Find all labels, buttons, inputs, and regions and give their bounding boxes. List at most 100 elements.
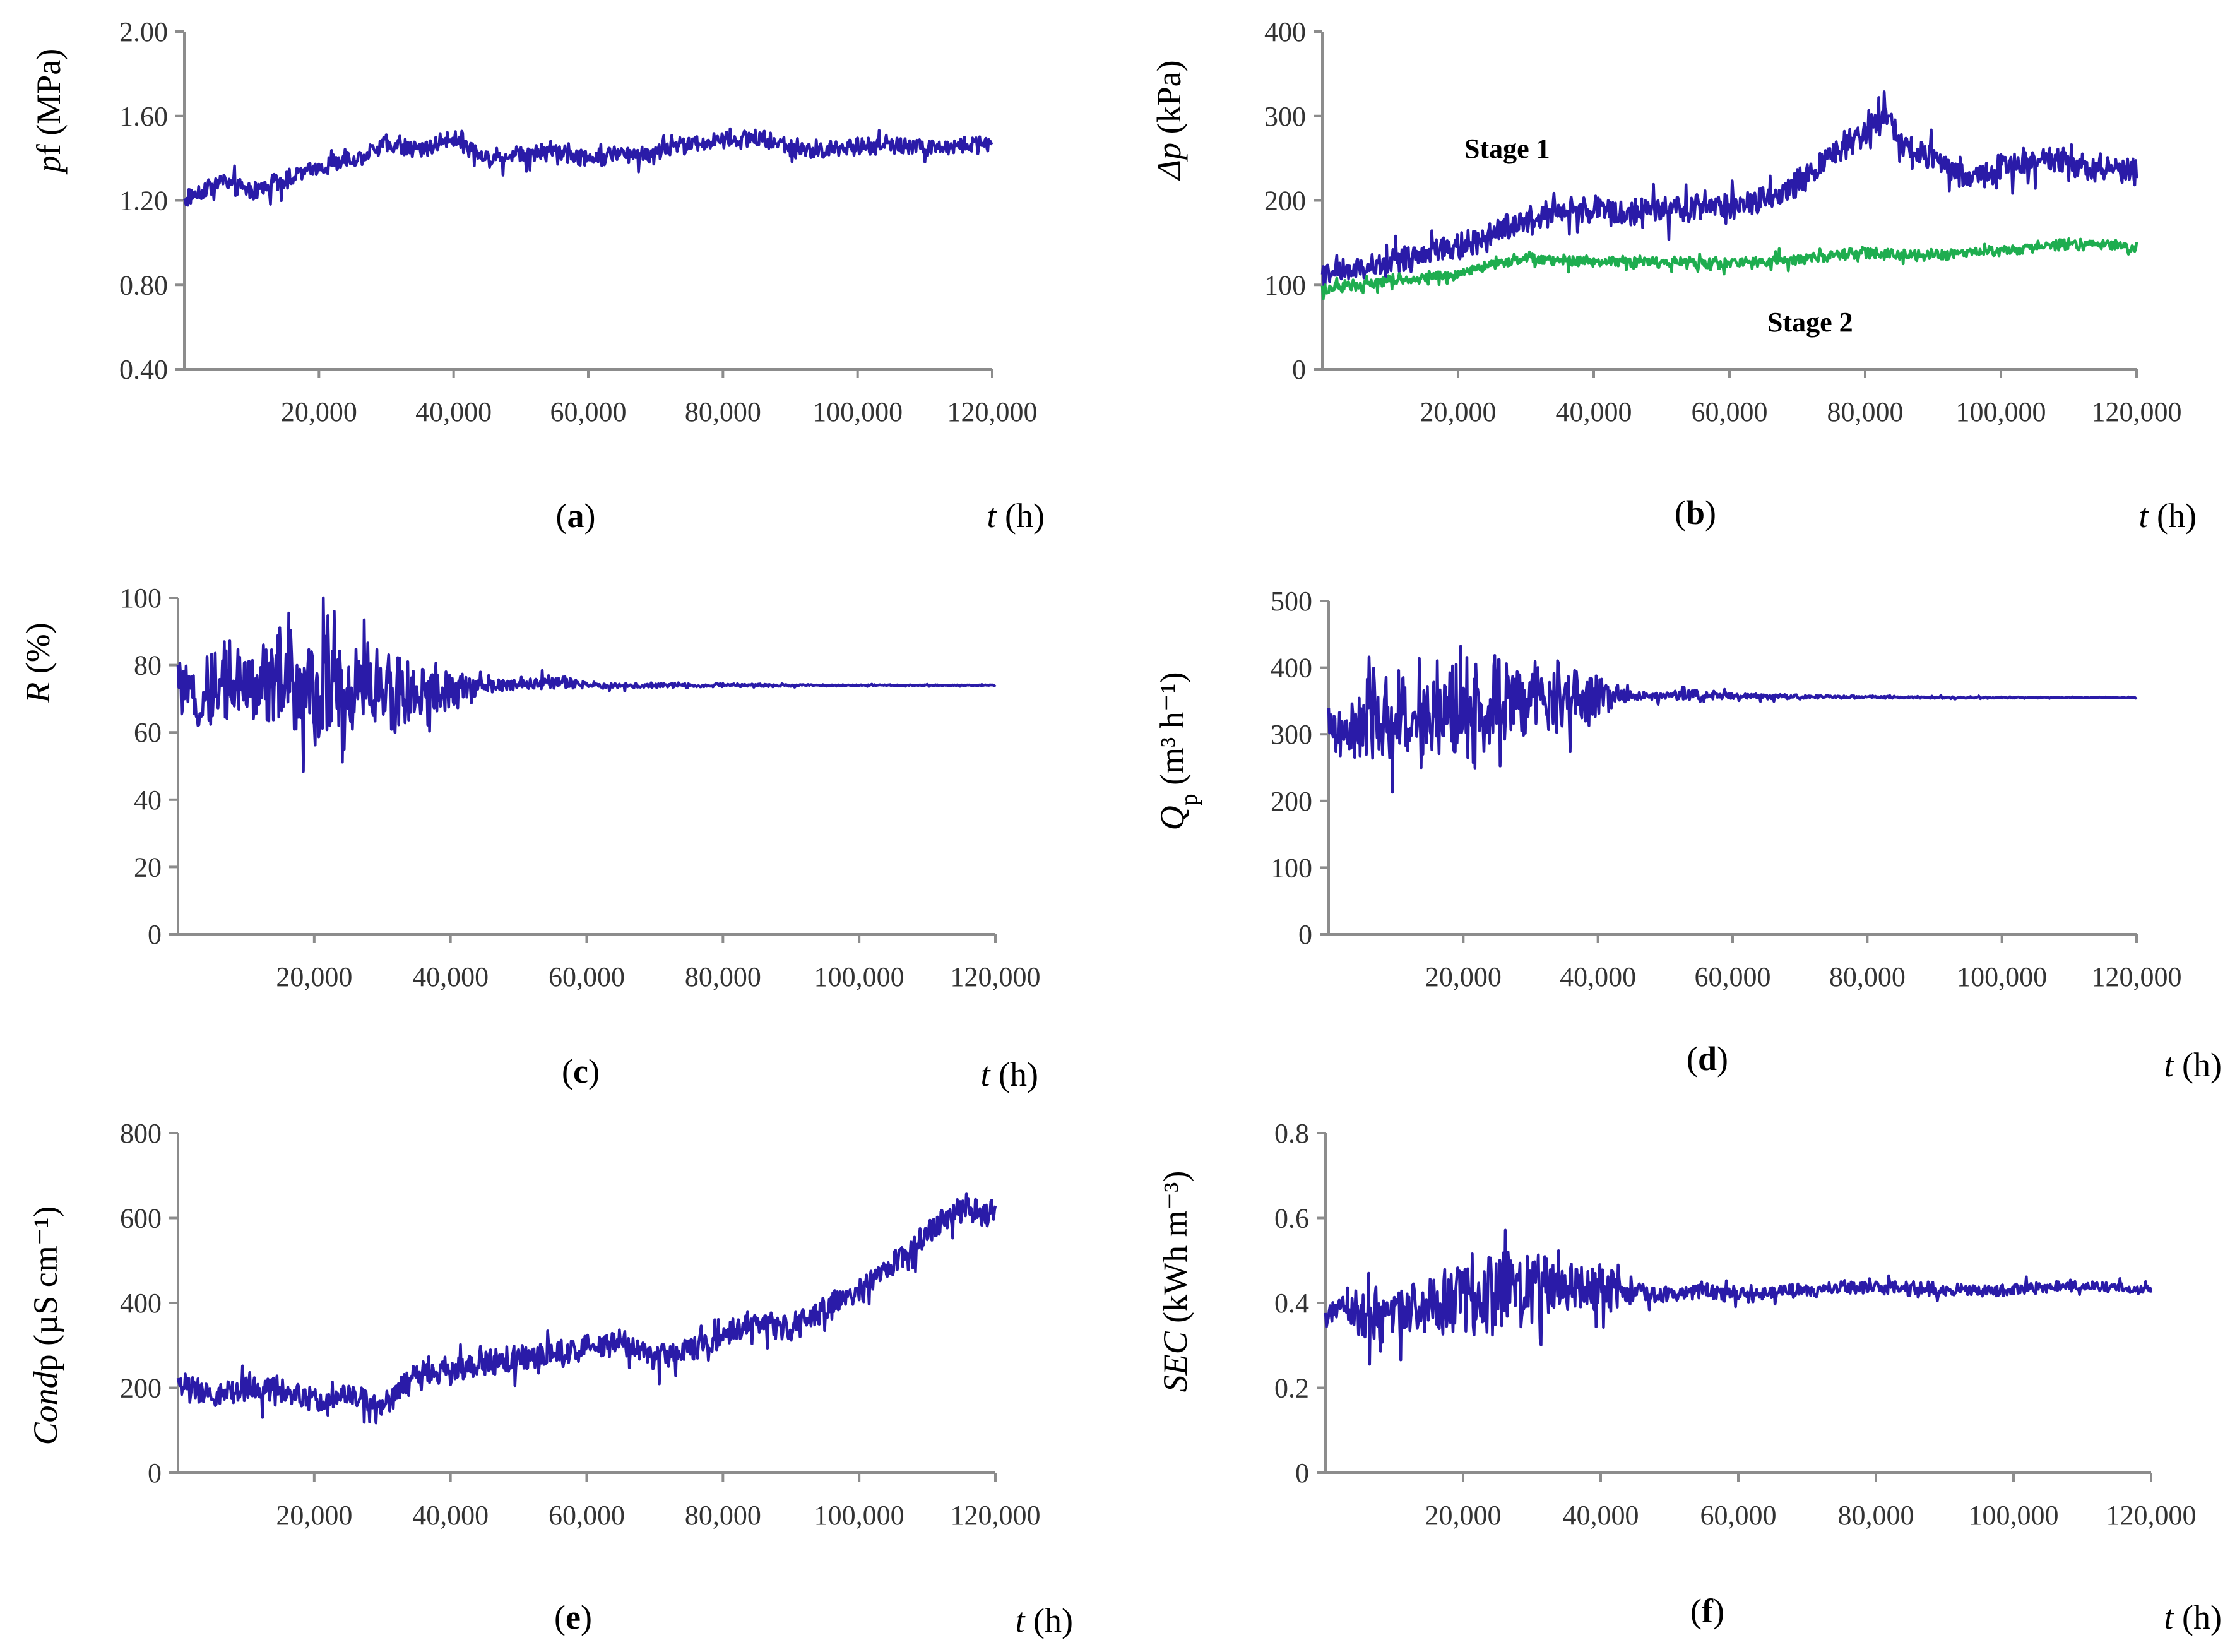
series-line-stage-2 bbox=[1320, 237, 2138, 301]
x-tick-label: 60,000 bbox=[1692, 396, 1768, 427]
x-tick-label: 20,000 bbox=[1425, 1500, 1502, 1531]
y-tick-label: 400 bbox=[120, 1288, 162, 1319]
caption-b: (b) bbox=[1675, 494, 1716, 532]
y-tick-label: 200 bbox=[120, 1373, 162, 1404]
panel-d: 500 400 300 200 100 0 20,000 40,000 60,000 80,000… bbox=[1153, 586, 2222, 1084]
y-tick-label: 400 bbox=[1271, 653, 1312, 684]
series-line-sec bbox=[1324, 1228, 2153, 1366]
x-tick-label: 120,000 bbox=[2092, 961, 2182, 992]
x-tick-label: 80,000 bbox=[1838, 1500, 1914, 1531]
y-tick-label: 300 bbox=[1271, 719, 1312, 750]
annotation-stage-1: Stage 1 bbox=[1464, 133, 1550, 164]
xlabel-a: t (h) bbox=[987, 497, 1045, 535]
plot-c: 100 80 60 40 20 0 20,000 40,000 60,000 80,000 100,… bbox=[120, 583, 1041, 992]
caption-a: (a) bbox=[556, 497, 596, 535]
x-tick-label: 80,000 bbox=[1829, 961, 1906, 992]
panel-f: 0.8 0.6 0.4 0.2 0 20,000 40,000 60,000 80,000 100… bbox=[1156, 1118, 2222, 1636]
x-tick-label: 120,000 bbox=[951, 961, 1041, 992]
x-tick-label: 20,000 bbox=[1420, 396, 1497, 427]
y-tick-label: 300 bbox=[1264, 101, 1306, 132]
x-tick-label: 40,000 bbox=[1556, 396, 1632, 427]
y-tick-label: 0.2 bbox=[1274, 1373, 1309, 1404]
y-tick-label: 0 bbox=[1295, 1458, 1309, 1489]
x-tick-label: 40,000 bbox=[1563, 1500, 1639, 1531]
caption-e: (e) bbox=[554, 1598, 592, 1636]
x-tick-label: 100,000 bbox=[1969, 1500, 2059, 1531]
plot-a: 2.00 1.60 1.20 0.80 0.40 20,000 40,000 60,000 80… bbox=[119, 16, 1038, 427]
x-tick-label: 100,000 bbox=[1957, 961, 2047, 992]
x-tick-label: 60,000 bbox=[549, 961, 625, 992]
panel-e: 800 600 400 200 0 20,000 40,000 60,000 80,000 100… bbox=[27, 1118, 1073, 1639]
xlabel-b: t (h) bbox=[2139, 497, 2197, 535]
y-tick-label: 1.20 bbox=[119, 186, 168, 217]
y-tick-label: 600 bbox=[120, 1203, 162, 1234]
ylabel-b: Δp (kPa) bbox=[1150, 60, 1188, 181]
y-tick-label: 0.4 bbox=[1274, 1288, 1309, 1319]
caption-d: (d) bbox=[1687, 1040, 1728, 1078]
x-tick-label: 40,000 bbox=[412, 1500, 489, 1531]
series-line-pf bbox=[182, 127, 993, 207]
caption-c: (c) bbox=[562, 1052, 600, 1090]
x-tick-label: 120,000 bbox=[947, 396, 1038, 427]
y-tick-label: 80 bbox=[134, 650, 162, 681]
x-tick-label: 40,000 bbox=[415, 396, 492, 427]
y-tick-label: 100 bbox=[120, 583, 162, 614]
annotation-stage-2: Stage 2 bbox=[1767, 307, 1853, 338]
x-tick-label: 100,000 bbox=[1956, 396, 2046, 427]
y-tick-label: 60 bbox=[134, 717, 162, 748]
y-tick-label: 400 bbox=[1264, 16, 1306, 47]
x-tick-label: 120,000 bbox=[2106, 1500, 2197, 1531]
panel-c: 100 80 60 40 20 0 20,000 40,000 60,000 80,000 100,… bbox=[19, 583, 1041, 1093]
y-tick-label: 20 bbox=[134, 852, 162, 882]
y-tick-label: 200 bbox=[1271, 786, 1312, 817]
x-tick-label: 40,000 bbox=[1560, 961, 1636, 992]
xlabel-f: t (h) bbox=[2164, 1598, 2222, 1636]
x-tick-label: 40,000 bbox=[412, 961, 489, 992]
y-tick-label: 0.6 bbox=[1274, 1203, 1309, 1234]
x-tick-label: 80,000 bbox=[685, 961, 761, 992]
x-tick-label: 20,000 bbox=[281, 396, 357, 427]
y-tick-label: 100 bbox=[1264, 270, 1306, 300]
ylabel-e: Condp (µS cm⁻¹) bbox=[27, 1206, 64, 1446]
x-tick-label: 100,000 bbox=[814, 961, 904, 992]
y-tick-label: 500 bbox=[1271, 586, 1312, 617]
plot-b: 400 300 200 100 0 20,000 40,000 60,000 80,000 100… bbox=[1264, 16, 2182, 427]
y-tick-label: 0.80 bbox=[119, 270, 168, 300]
x-tick-label: 60,000 bbox=[1700, 1500, 1777, 1531]
panel-b: 400 300 200 100 0 20,000 40,000 60,000 80,000 100… bbox=[1150, 16, 2197, 535]
x-tick-label: 80,000 bbox=[1827, 396, 1904, 427]
y-tick-label: 0 bbox=[148, 919, 162, 950]
x-tick-label: 120,000 bbox=[951, 1500, 1041, 1531]
x-tick-label: 100,000 bbox=[812, 396, 903, 427]
panel-a: 2.00 1.60 1.20 0.80 0.40 20,000 40,000 60,000 80… bbox=[30, 16, 1045, 535]
x-tick-label: 20,000 bbox=[276, 961, 352, 992]
series-line-condp bbox=[176, 1192, 997, 1425]
xlabel-d: t (h) bbox=[2164, 1046, 2222, 1084]
series-line-stage-1 bbox=[1320, 90, 2138, 292]
xlabel-c: t (h) bbox=[981, 1055, 1038, 1093]
plot-d: 500 400 300 200 100 0 20,000 40,000 60,000 80,000… bbox=[1271, 586, 2182, 992]
ylabel-f: SEC (kWh m⁻³) bbox=[1156, 1171, 1194, 1393]
y-tick-label: 0 bbox=[1292, 354, 1306, 385]
y-tick-label: 200 bbox=[1264, 186, 1306, 217]
x-tick-label: 100,000 bbox=[814, 1500, 904, 1531]
x-tick-label: 60,000 bbox=[549, 1500, 625, 1531]
y-tick-label: 40 bbox=[134, 785, 162, 816]
x-tick-label: 20,000 bbox=[1425, 961, 1502, 992]
series-line-r bbox=[176, 596, 997, 773]
y-tick-label: 0 bbox=[148, 1458, 162, 1489]
y-tick-label: 100 bbox=[1271, 852, 1312, 883]
plot-f: 0.8 0.6 0.4 0.2 0 20,000 40,000 60,000 80,000 100… bbox=[1274, 1118, 2197, 1531]
x-tick-label: 80,000 bbox=[685, 1500, 761, 1531]
plot-e: 800 600 400 200 0 20,000 40,000 60,000 80,000 100… bbox=[120, 1118, 1041, 1531]
x-tick-label: 60,000 bbox=[1695, 961, 1771, 992]
x-tick-label: 20,000 bbox=[276, 1500, 352, 1531]
y-tick-label: 800 bbox=[120, 1118, 162, 1149]
y-tick-label: 0.8 bbox=[1274, 1118, 1309, 1149]
y-tick-label: 0.40 bbox=[119, 354, 168, 385]
y-tick-label: 1.60 bbox=[119, 101, 168, 132]
series-line-qp bbox=[1327, 645, 2138, 794]
x-tick-label: 60,000 bbox=[550, 396, 627, 427]
x-tick-label: 80,000 bbox=[685, 396, 761, 427]
xlabel-e: t (h) bbox=[1016, 1601, 1073, 1639]
